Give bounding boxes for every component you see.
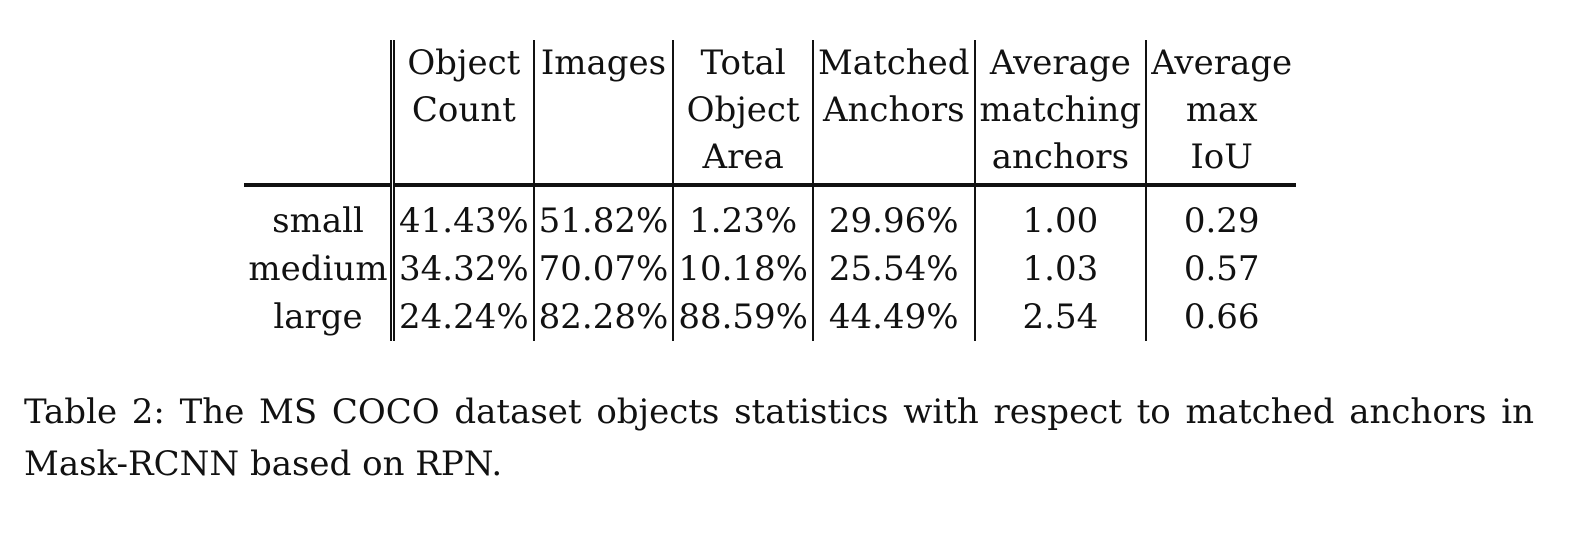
header-total-object-area: Total Object Area: [673, 40, 814, 185]
table-row-large: large 24.24% 82.28% 88.59% 44.49% 2.54 0…: [244, 293, 1296, 341]
table-cell: 41.43%: [392, 185, 535, 245]
table-cell: 0.29: [1183, 201, 1260, 241]
header-line: Total: [700, 43, 786, 83]
header-row: Object Count Images Total Object Area Ma…: [244, 40, 1297, 185]
header-line: Count: [411, 90, 516, 130]
table-cell: 25.54%: [812, 245, 976, 293]
header-line: Area: [702, 137, 784, 177]
header-corner-cell: [244, 40, 395, 185]
table-row-small: small 41.43% 51.82% 1.23% 29.96% 1.00 0.…: [244, 185, 1296, 245]
header-images: Images: [533, 40, 675, 185]
row-label: large: [244, 293, 395, 341]
table-cell: 1.03: [974, 245, 1148, 293]
header-line: Matched: [817, 43, 970, 83]
table-cell: 70.07%: [533, 245, 675, 293]
header-line: matching: [979, 90, 1142, 130]
header-line: IoU: [1190, 137, 1253, 177]
header-line: Average: [1151, 43, 1293, 83]
header-line: max: [1185, 90, 1258, 130]
table-cell: 1.00: [974, 185, 1148, 245]
statistics-table-container: Object Count Images Total Object Area Ma…: [244, 40, 1312, 341]
header-line: Images: [540, 43, 667, 83]
header-line: anchors: [991, 137, 1130, 177]
header-line: Average: [989, 43, 1131, 83]
table-cell: 34.32%: [392, 245, 535, 293]
table-header: Object Count Images Total Object Area Ma…: [244, 40, 1297, 185]
table-body: small 41.43% 51.82% 1.23% 29.96% 1.00 0.…: [244, 185, 1296, 341]
header-line: Anchors: [822, 90, 965, 130]
table-caption: Table 2: The MS COCO dataset objects sta…: [24, 392, 1534, 484]
table-cell: 82.28%: [533, 293, 675, 341]
header-line: Object: [686, 90, 800, 130]
table-cell: 0.57: [1183, 249, 1260, 289]
table-cell: 51.82%: [533, 185, 675, 245]
table-cell: 1.23%: [673, 185, 814, 245]
table-cell: 24.24%: [392, 293, 535, 341]
header-matched-anchors: Matched Anchors: [812, 40, 976, 185]
table-cell: 10.18%: [673, 245, 814, 293]
row-label: medium: [244, 245, 395, 293]
table-cell: 88.59%: [673, 293, 814, 341]
table-cell: 29.96%: [812, 185, 976, 245]
table-cell: 0.66: [1183, 297, 1260, 337]
table-cell: 2.54: [974, 293, 1148, 341]
header-average-max-iou: Average max IoU: [1146, 40, 1296, 185]
coco-anchor-statistics-table: Object Count Images Total Object Area Ma…: [244, 40, 1297, 341]
header-line: Object: [407, 43, 521, 83]
row-label: small: [244, 185, 395, 245]
table-row-medium: medium 34.32% 70.07% 10.18% 25.54% 1.03 …: [244, 245, 1296, 293]
header-object-count: Object Count: [392, 40, 535, 185]
table-cell: 44.49%: [812, 293, 976, 341]
header-average-matching-anchors: Average matching anchors: [974, 40, 1148, 185]
